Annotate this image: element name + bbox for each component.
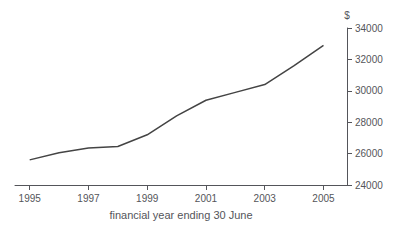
svg-text:24000: 24000 [355, 180, 383, 191]
svg-text:30000: 30000 [355, 85, 383, 96]
svg-text:1999: 1999 [136, 193, 159, 204]
svg-text:1997: 1997 [77, 193, 100, 204]
svg-text:2005: 2005 [312, 193, 335, 204]
svg-text:2001: 2001 [195, 193, 218, 204]
svg-text:financial year ending 30 June: financial year ending 30 June [109, 209, 252, 221]
svg-text:$: $ [344, 10, 350, 21]
svg-text:26000: 26000 [355, 148, 383, 159]
svg-text:2003: 2003 [254, 193, 277, 204]
svg-text:32000: 32000 [355, 54, 383, 65]
svg-text:28000: 28000 [355, 117, 383, 128]
svg-text:1995: 1995 [19, 193, 42, 204]
svg-text:34000: 34000 [355, 23, 383, 34]
